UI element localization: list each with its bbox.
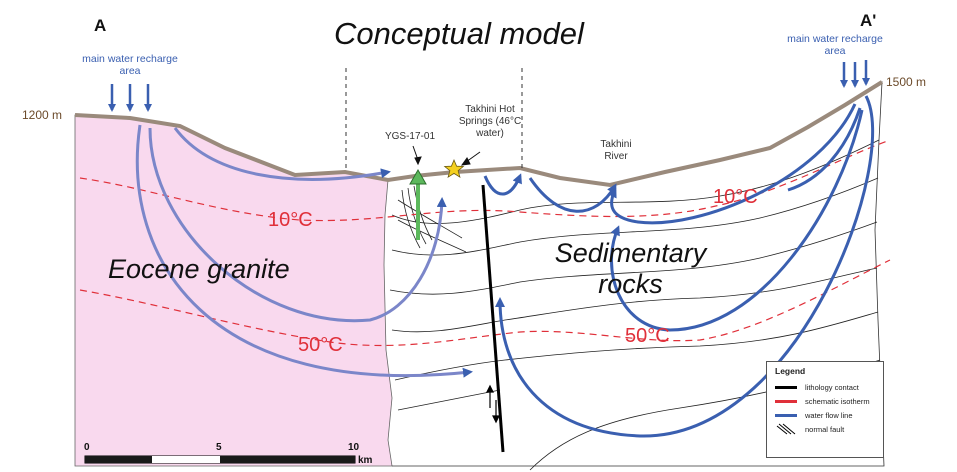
- water-flow-lines: [135, 95, 875, 438]
- scale-tick-10: 10: [348, 442, 360, 453]
- section-end-label: A': [860, 11, 877, 30]
- legend-item-flow: water flow line: [775, 408, 883, 422]
- flow-medium-loop: [610, 109, 864, 332]
- legend-title: Legend: [775, 366, 806, 376]
- isotherm-lines: [79, 139, 891, 347]
- flow-springs-loop: [483, 173, 522, 196]
- legend-item-lithology: lithology contact: [775, 380, 883, 394]
- legend: Legend lithology contact schematic isoth…: [766, 361, 884, 458]
- scale-tick-0: 0: [84, 442, 90, 453]
- flow-shallow-loop: [607, 103, 857, 225]
- recharge-arrows-left: [108, 84, 152, 112]
- line-icon: [775, 399, 797, 403]
- flow-upper-right: [787, 107, 862, 192]
- page-title: Conceptual model: [334, 16, 584, 51]
- flow-deep-loop: [495, 95, 875, 438]
- well-icon: [409, 168, 427, 185]
- isotherm-label-10-right: 10°C: [713, 186, 758, 208]
- fault-arrows-icon: [776, 423, 796, 435]
- normal-fault-line: [481, 184, 505, 453]
- legend-item-isotherm: schematic isotherm: [775, 394, 883, 408]
- line-icon: [775, 413, 797, 417]
- isotherm-label-50-left: 50°C: [298, 334, 343, 356]
- hot-springs-label: Takhini Hot Springs (46°C water): [458, 104, 522, 139]
- isotherm-10: [79, 139, 891, 222]
- flow-granite-deep: [135, 124, 473, 378]
- isotherm-label-50-right: 50°C: [625, 325, 670, 347]
- topography-line: [74, 80, 884, 188]
- flow-granite-mid: [148, 127, 447, 323]
- recharge-arrows-right: [840, 60, 870, 88]
- recharge-label-right: main water recharge area: [787, 33, 883, 58]
- legend-item-label: schematic isotherm: [805, 396, 870, 406]
- star-icon: [443, 158, 465, 178]
- legend-item-label: normal fault: [805, 424, 845, 434]
- legend-item-fault: normal fault: [775, 422, 883, 436]
- line-icon: [775, 385, 797, 389]
- legend-item-label: water flow line: [805, 410, 853, 420]
- lithology-contacts: [389, 139, 881, 471]
- isotherm-50: [79, 259, 891, 347]
- well-label: YGS-17-01: [384, 131, 436, 142]
- flow-granite-shallow: [173, 127, 391, 181]
- legend-item-label: lithology contact: [805, 382, 859, 392]
- river-label: Takhini River: [600, 139, 632, 162]
- scale-bar: [84, 455, 356, 464]
- scale-tick-5: 5: [216, 442, 222, 453]
- sedimentary-unit-label: Sedimentary rocks: [554, 238, 707, 300]
- granite-unit-label: Eocene granite: [108, 254, 290, 284]
- elevation-label-right: 1500 m: [886, 75, 927, 89]
- isotherm-label-10-left: 10°C: [268, 209, 313, 231]
- elevation-label-left: 1200 m: [22, 108, 63, 122]
- fault-arrows-icon: [486, 384, 500, 424]
- section-start-label: A: [94, 16, 107, 35]
- recharge-label-left: main water recharge area: [82, 53, 178, 78]
- scale-unit: km: [358, 455, 373, 466]
- pointer-arrows: [412, 145, 481, 166]
